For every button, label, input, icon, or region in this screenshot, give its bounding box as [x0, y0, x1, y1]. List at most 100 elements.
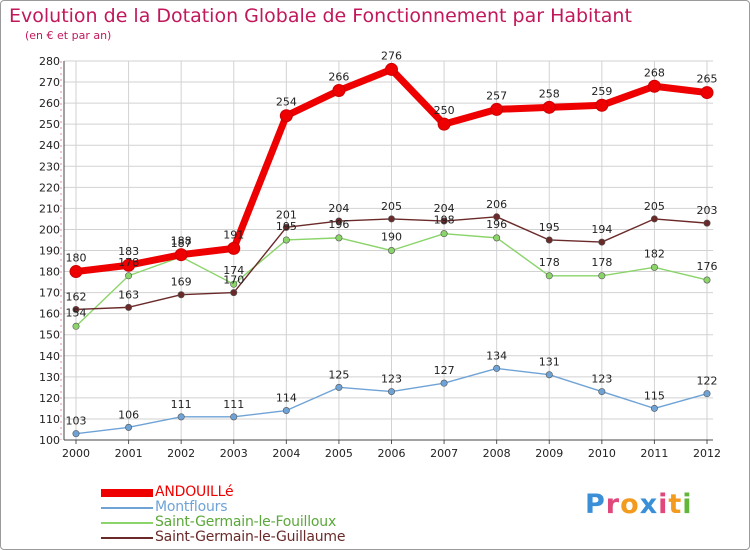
data-label: 187 [171, 237, 192, 250]
data-label: 125 [328, 368, 349, 381]
y-tick-label: 140 [39, 350, 60, 363]
proxiti-logo: Proxiti [585, 489, 693, 520]
y-tick-label: 190 [39, 245, 60, 258]
data-point [545, 236, 553, 244]
data-label: 154 [66, 306, 87, 319]
x-tick-label: 2011 [640, 447, 668, 460]
x-tick-label: 2006 [378, 447, 406, 460]
data-point [122, 258, 136, 272]
x-tick-label: 2002 [167, 447, 195, 460]
data-label: 115 [644, 389, 665, 402]
logo-letter: t [668, 489, 683, 520]
data-label: 196 [486, 218, 507, 231]
legend-item: Saint-Germain-le-Fouilloux [101, 514, 421, 530]
legend-swatch [101, 522, 153, 524]
data-point [385, 62, 398, 76]
data-point [335, 234, 343, 242]
data-label: 163 [118, 288, 139, 301]
data-label: 188 [171, 235, 192, 248]
data-label: 131 [539, 356, 560, 369]
data-label: 195 [539, 221, 560, 234]
chart-subtitle: (en € et par an) [25, 29, 112, 42]
data-label: 127 [434, 364, 455, 377]
x-tick-label: 2010 [588, 447, 616, 460]
data-label: 170 [223, 274, 244, 287]
data-label: 198 [434, 214, 455, 227]
data-label: 169 [171, 276, 192, 289]
data-point [545, 272, 553, 280]
data-point [700, 86, 714, 100]
x-tick-label: 2007 [430, 447, 458, 460]
y-tick-label: 150 [39, 329, 60, 342]
data-point [703, 219, 711, 227]
data-point [703, 390, 711, 398]
y-tick-label: 130 [39, 371, 60, 384]
data-point [437, 117, 451, 131]
y-tick-label: 160 [39, 308, 60, 321]
data-point [650, 215, 658, 223]
y-tick-label: 200 [39, 223, 60, 236]
data-point [490, 102, 504, 116]
data-point [387, 247, 395, 255]
data-label: 174 [223, 264, 244, 277]
data-point [440, 230, 448, 238]
data-point [387, 215, 395, 223]
data-point [230, 289, 238, 297]
data-point [174, 248, 188, 262]
data-point [72, 322, 80, 330]
x-tick-label: 2009 [535, 447, 563, 460]
data-label: 123 [591, 373, 612, 386]
data-point [493, 234, 501, 242]
logo-letter: P [585, 489, 606, 520]
legend-label: Montflours [155, 499, 228, 515]
data-label: 196 [328, 218, 349, 231]
legend-label: Saint-Germain-le-Guillaume [155, 529, 346, 545]
data-point [282, 223, 290, 231]
data-point [282, 236, 290, 244]
data-point [598, 272, 606, 280]
data-label: 178 [591, 256, 612, 269]
data-point [230, 413, 238, 421]
data-label: 205 [644, 200, 665, 213]
y-tick-label: 280 [39, 55, 60, 68]
x-tick-label: 2004 [272, 447, 300, 460]
data-label: 268 [644, 66, 665, 79]
data-label: 178 [539, 256, 560, 269]
data-label: 134 [486, 349, 507, 362]
data-point [545, 371, 553, 379]
data-label: 259 [591, 85, 612, 98]
data-point [177, 413, 185, 421]
data-label: 205 [381, 200, 402, 213]
data-label: 257 [486, 89, 507, 102]
data-point [125, 272, 133, 280]
data-point [69, 265, 83, 279]
data-label: 114 [276, 392, 297, 405]
data-point [598, 388, 606, 396]
data-label: 176 [697, 260, 718, 273]
x-tick-label: 2008 [483, 447, 511, 460]
data-label: 254 [276, 96, 297, 109]
data-label: 162 [66, 290, 87, 303]
y-tick-label: 230 [39, 160, 60, 173]
data-label: 195 [276, 220, 297, 233]
y-tick-label: 170 [39, 287, 60, 300]
y-tick-label: 180 [39, 266, 60, 279]
logo-letter: i [658, 489, 669, 520]
data-label: 122 [697, 375, 718, 388]
x-tick-label: 2001 [115, 447, 143, 460]
data-label: 178 [118, 256, 139, 269]
data-label: 111 [171, 398, 192, 411]
legend-swatch [101, 507, 153, 509]
legend-swatch [101, 537, 153, 539]
data-label: 106 [118, 408, 139, 421]
data-label: 206 [486, 198, 507, 211]
legend-label: Saint-Germain-le-Fouilloux [155, 514, 337, 530]
data-point [387, 388, 395, 396]
data-point [598, 238, 606, 246]
y-tick-label: 270 [39, 76, 60, 89]
x-tick-label: 2003 [220, 447, 248, 460]
logo-letter: i [682, 489, 693, 520]
data-label: 204 [434, 202, 455, 215]
